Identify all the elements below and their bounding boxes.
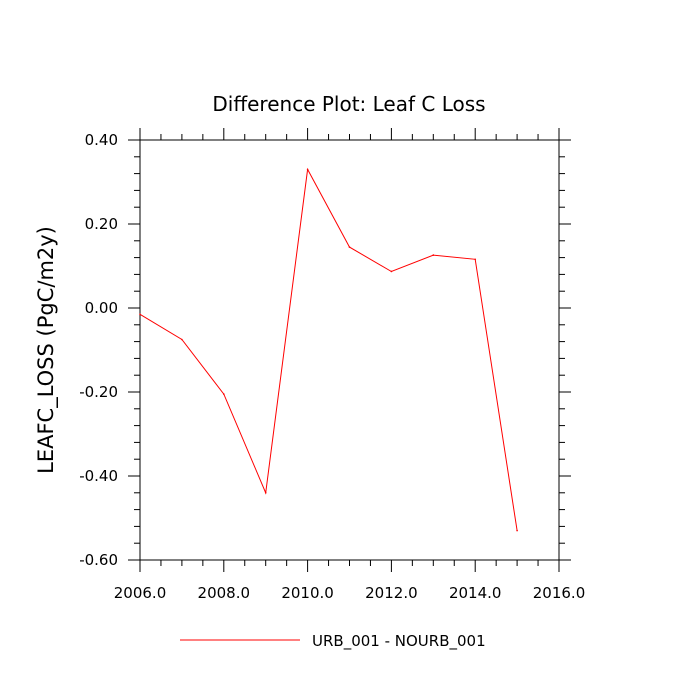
legend-label: URB_001 - NOURB_001	[312, 632, 486, 651]
data-point	[306, 168, 309, 171]
y-tick-label: 0.00	[85, 299, 118, 317]
axis-ticks	[128, 128, 571, 572]
data-point	[139, 313, 141, 316]
x-tick-labels: 2006.0 2008.0 2010.0 2012.0 2014.0 2016.0	[114, 584, 586, 602]
y-tick-label: -0.20	[79, 383, 118, 401]
data-point	[474, 258, 477, 261]
data-point	[348, 246, 351, 248]
series-group	[139, 167, 518, 532]
x-tick-label: 2006.0	[114, 584, 167, 602]
series-line	[139, 167, 518, 531]
data-point	[264, 492, 267, 494]
y-tick-label: 0.20	[85, 215, 118, 233]
x-tick-label: 2008.0	[198, 584, 251, 602]
y-tick-labels: 0.40 0.20 0.00 -0.20 -0.40 -0.60	[79, 131, 118, 569]
chart-title: Difference Plot: Leaf C Loss	[212, 92, 485, 116]
plot-frame	[139, 139, 560, 561]
y-axis-label: LEAFC_LOSS (PgC/m2y)	[34, 226, 59, 474]
x-tick-label: 2010.0	[281, 584, 334, 602]
y-tick-label: -0.60	[79, 551, 118, 569]
y-tick-label: -0.40	[79, 467, 118, 485]
x-tick-label: 2014.0	[449, 584, 502, 602]
data-point	[432, 254, 435, 256]
legend: URB_001 - NOURB_001	[180, 632, 486, 651]
data-point	[390, 270, 393, 273]
x-tick-label: 2012.0	[365, 584, 418, 602]
y-tick-label: 0.40	[85, 131, 118, 149]
data-point	[223, 393, 225, 395]
x-tick-label: 2016.0	[533, 584, 586, 602]
data-point	[181, 338, 183, 341]
data-point	[516, 529, 518, 532]
